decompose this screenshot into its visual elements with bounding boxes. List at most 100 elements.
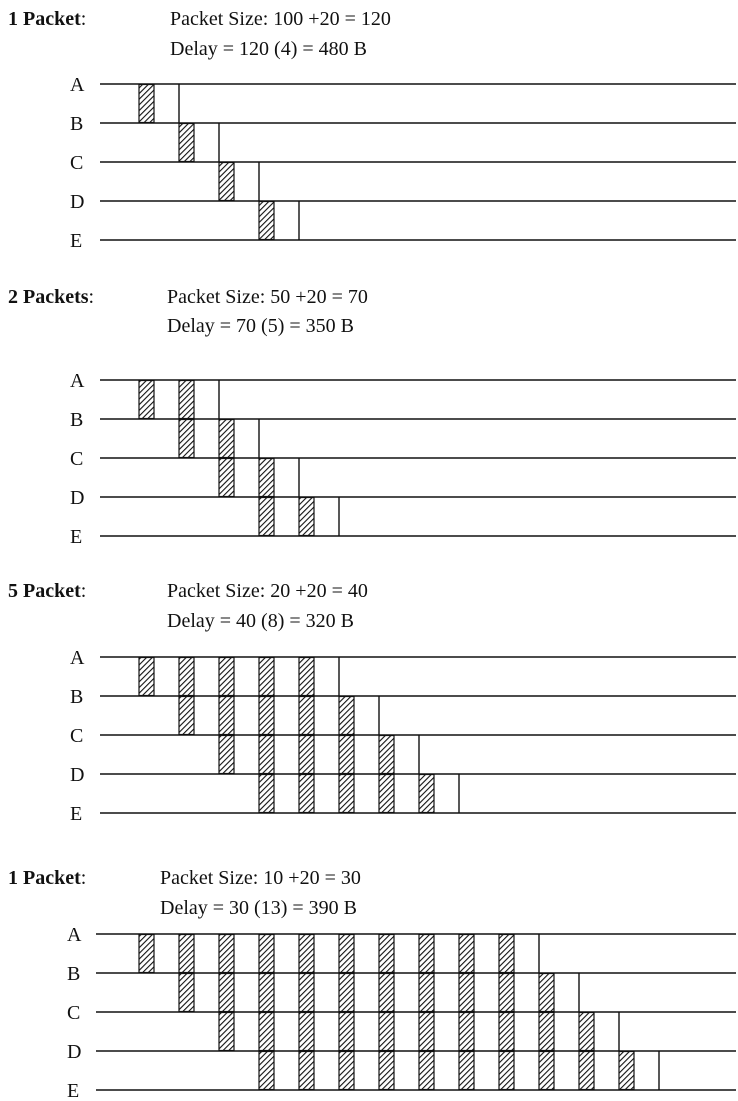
packet-block [418,933,435,974]
packet-block [258,200,275,241]
scenario-2-size-line: Packet Size: 50 +20 = 70 [167,286,368,308]
packet-block [138,933,155,974]
packet-block [458,1050,475,1091]
packet-block [298,972,315,1013]
scenario-4: 1 Packet: Packet Size: 10 +20 = 30 Delay… [8,867,736,1101]
packet-block [298,1050,315,1091]
scenario-2-title: 2 Packets: [8,286,94,308]
packet-block [258,695,275,736]
scenario-2-delay-line: Delay = 70 (5) = 350 B [167,315,354,337]
packet-block [218,972,235,1013]
packet-block [378,933,395,974]
packet-block [458,972,475,1013]
packet-block [378,773,395,814]
node-label-a: A [67,924,82,946]
packet-block [298,933,315,974]
packet-block [138,83,155,124]
packet-block [258,1011,275,1052]
packet-block [578,1050,595,1091]
packet-block [218,1011,235,1052]
packet-block [338,695,355,736]
packet-block [498,933,515,974]
packet-block [258,656,275,697]
node-label-a: A [70,74,85,96]
packet-block [578,1011,595,1052]
scenario-3-delay-line: Delay = 40 (8) = 320 B [167,610,354,632]
packet-block [218,418,235,459]
node-label-c: C [70,448,83,470]
packet-block [418,1050,435,1091]
packet-block [538,972,555,1013]
packet-block [178,122,195,163]
packet-block [298,734,315,775]
packet-block [218,734,235,775]
packet-block [218,695,235,736]
packet-block [458,1011,475,1052]
packet-block [258,496,275,537]
packet-block [298,1011,315,1052]
packet-block [378,1050,395,1091]
packet-block [178,933,195,974]
scenario-3: 5 Packet: Packet Size: 20 +20 = 40 Delay… [8,580,736,825]
node-label-b: B [70,686,83,708]
packet-block [498,1050,515,1091]
packet-block [338,773,355,814]
packet-block [178,972,195,1013]
scenario-1: 1 Packet: Packet Size: 100 +20 = 120 Del… [8,8,736,252]
node-label-e: E [70,230,82,252]
scenario-1-delay-line: Delay = 120 (4) = 480 B [170,38,367,60]
packet-block [418,972,435,1013]
packet-block [138,656,155,697]
packet-block [618,1050,635,1091]
scenario-4-title: 1 Packet: [8,867,86,889]
packet-block [258,933,275,974]
node-label-d: D [67,1041,81,1063]
packet-block [458,933,475,974]
node-label-a: A [70,370,85,392]
node-label-e: E [70,803,82,825]
packet-block [498,1011,515,1052]
scenario-3-marks [100,656,736,814]
packet-block [258,773,275,814]
packet-block [338,933,355,974]
packet-block [498,972,515,1013]
node-label-b: B [70,113,83,135]
node-label-a: A [70,647,85,669]
node-label-e: E [70,526,82,548]
scenario-1-size-line: Packet Size: 100 +20 = 120 [170,8,391,30]
packet-block [258,734,275,775]
packet-block [298,695,315,736]
packet-block [338,734,355,775]
packet-block [538,1011,555,1052]
packet-block [418,1011,435,1052]
scenario-3-title: 5 Packet: [8,580,86,602]
node-label-c: C [67,1002,80,1024]
node-label-b: B [70,409,83,431]
node-label-b: B [67,963,80,985]
scenario-1-title: 1 Packet: [8,8,86,30]
scenario-1-marks [100,83,736,241]
packet-block [298,656,315,697]
packet-block [418,773,435,814]
node-label-c: C [70,152,83,174]
packet-block [338,1011,355,1052]
packet-block [538,1050,555,1091]
packet-block [178,379,195,420]
packet-block [338,972,355,1013]
packet-block [218,656,235,697]
node-label-c: C [70,725,83,747]
packet-block [258,1050,275,1091]
packet-block [378,1011,395,1052]
node-label-e: E [67,1080,79,1101]
scenario-4-size-line: Packet Size: 10 +20 = 30 [160,867,361,889]
packet-block [138,379,155,420]
packet-block [178,695,195,736]
scenario-4-marks [96,933,736,1091]
packet-block [298,496,315,537]
packet-block [218,933,235,974]
packet-block [298,773,315,814]
packet-block [218,161,235,202]
scenario-2: 2 Packets: Packet Size: 50 +20 = 70 Dela… [8,286,736,548]
packet-block [178,418,195,459]
packet-block [178,656,195,697]
